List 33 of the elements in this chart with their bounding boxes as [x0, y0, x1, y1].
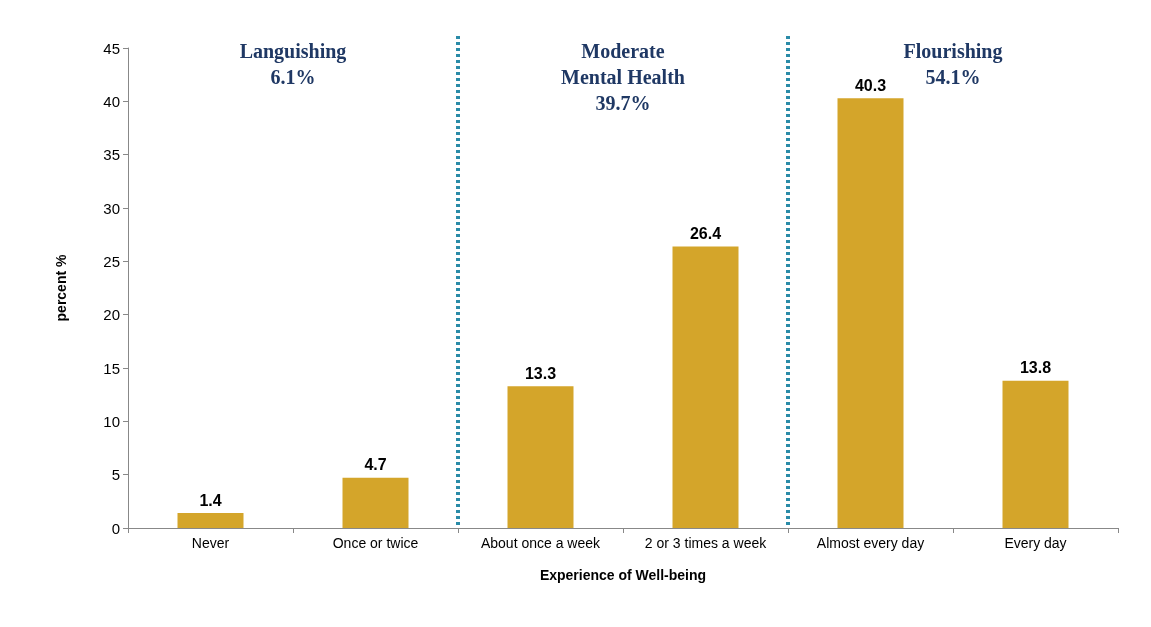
y-tick-label: 20 [103, 306, 120, 324]
y-tick-label: 40 [103, 92, 120, 110]
y-axis-title: percent % [53, 254, 69, 322]
data-label: 13.3 [524, 364, 557, 382]
x-tick-label: Never [191, 535, 230, 551]
y-tick-label: 10 [103, 412, 120, 430]
y-tick-label: 30 [103, 199, 120, 217]
x-tick-label: Almost every day [816, 535, 925, 551]
data-label: 1.4 [199, 491, 222, 509]
annotation: Moderate Mental Health 39.7% [561, 40, 685, 114]
x-tick-label: Every day [1004, 535, 1067, 551]
y-tick-label: 25 [103, 252, 120, 270]
y-tick-label: 35 [103, 146, 120, 164]
bar [342, 477, 409, 528]
data-label: 26.4 [689, 224, 722, 242]
y-tick-label: 15 [103, 359, 120, 377]
y-tick-label: 5 [111, 466, 120, 484]
data-label: 13.8 [1019, 359, 1052, 377]
data-label: 40.3 [854, 76, 887, 94]
bar [177, 513, 244, 528]
bar [507, 386, 574, 528]
y-tick-label: 0 [111, 519, 120, 537]
y-tick-label: 45 [103, 39, 120, 57]
x-tick-label: 2 or 3 times a week [644, 535, 768, 551]
data-label: 4.7 [364, 456, 387, 474]
bar [672, 246, 739, 528]
annotation: Flourishing 54.1% [903, 40, 1003, 88]
x-tick-label: About once a week [480, 535, 602, 551]
x-tick-label: Once or twice [332, 535, 419, 551]
bar [1002, 380, 1069, 528]
bar [837, 98, 904, 528]
annotation: Languishing 6.1% [239, 40, 347, 88]
x-axis-title: Experience of Well-being [539, 567, 707, 583]
